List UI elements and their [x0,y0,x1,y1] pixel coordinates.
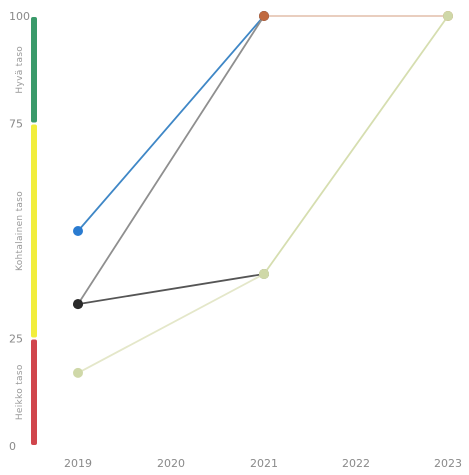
series-line-1 [77,15,265,306]
x-axis-ticks: 2019 2020 2021 2022 2023 [64,457,462,470]
y-tick-0: 100 [9,10,30,23]
series-line-4 [263,15,449,275]
series-points [73,11,453,378]
series-3-point-0 [73,367,83,378]
band-0 [31,17,37,123]
series-line-0 [77,15,265,232]
y-axis-ticks: 100 75 25 0 [9,10,30,453]
extra-point-0 [443,11,453,21]
series-0-point-0 [73,226,83,236]
x-tick-3: 2022 [342,457,370,470]
series-5-point-0 [259,11,269,21]
y-tick-1: 75 [9,118,23,131]
y-tick-3: 0 [9,440,16,453]
series-4-point-0 [259,269,269,279]
band-1 [31,124,37,338]
x-tick-2: 2021 [250,457,278,470]
band-2 [31,339,37,445]
band-label-1: Kohtalainen taso [15,191,25,271]
level-band-labels: Hyvä taso Kohtalainen taso Heikko taso [15,46,25,420]
level-bands [31,17,37,445]
band-label-0: Hyvä taso [15,46,25,94]
series-line-3 [77,273,265,374]
series-line-2 [77,273,265,306]
y-tick-2: 25 [9,333,23,346]
x-tick-4: 2023 [434,457,462,470]
series-lines [77,15,449,374]
x-tick-1: 2020 [157,457,185,470]
series-2-point-0 [73,299,83,310]
x-tick-0: 2019 [64,457,92,470]
band-label-2: Heikko taso [15,364,25,420]
